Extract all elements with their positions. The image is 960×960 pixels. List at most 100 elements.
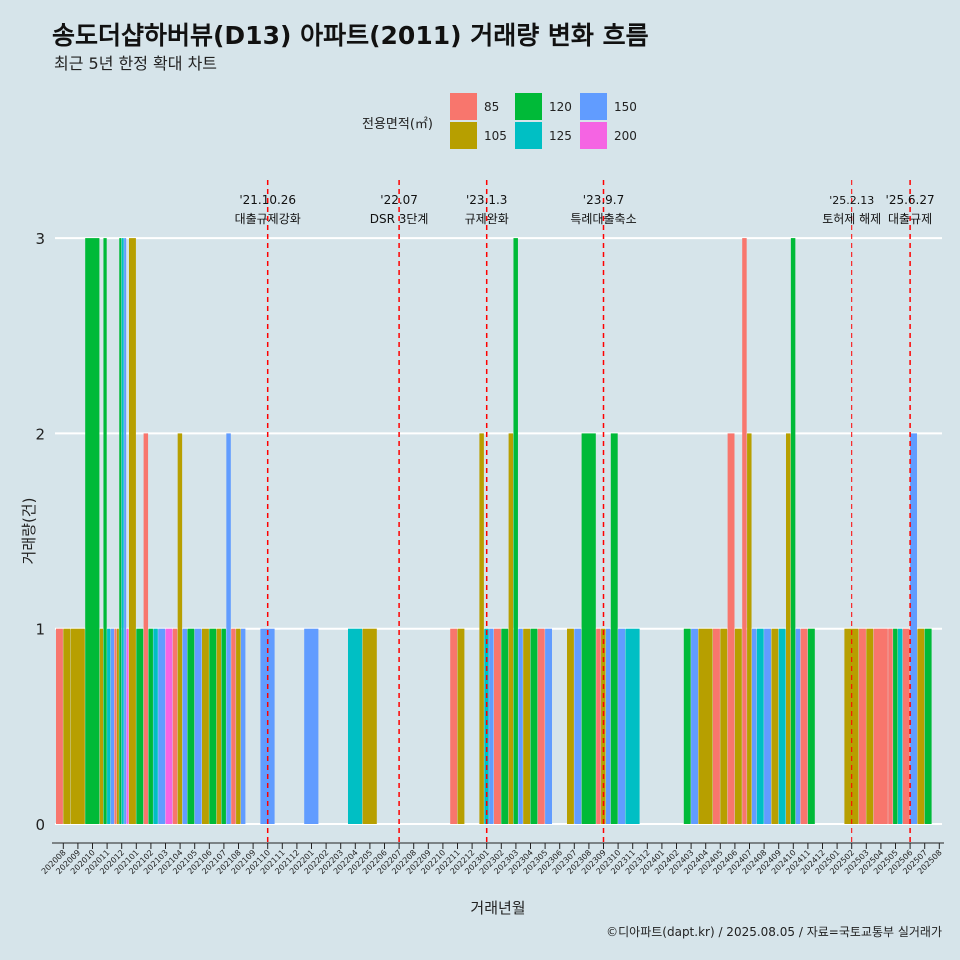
bar-202407-85 bbox=[742, 238, 747, 825]
bar-202101-105 bbox=[129, 238, 136, 825]
bar-202507-105 bbox=[917, 628, 925, 824]
bar-202506-150 bbox=[910, 433, 917, 824]
bar-202309-150 bbox=[605, 628, 611, 824]
bar-202211-105 bbox=[457, 628, 465, 824]
legend-label-120: 120 bbox=[549, 100, 572, 114]
bar-202405-105 bbox=[720, 628, 728, 824]
bar-202103-150 bbox=[158, 628, 166, 824]
legend-label-85: 85 bbox=[484, 100, 499, 114]
annotation-label: 대출규제강화 bbox=[235, 212, 301, 226]
bar-202205-105 bbox=[362, 628, 377, 824]
bar-202303-120 bbox=[513, 238, 518, 825]
annotations: '21.10.26 대출규제강화 '22.07 DSR 3단계 '23.1.3 규제완화 '… bbox=[235, 180, 935, 843]
legend-label-150: 150 bbox=[614, 100, 637, 114]
bar-202011-125 bbox=[107, 628, 111, 824]
bar-202309-105 bbox=[601, 628, 606, 824]
bar-202301-125 bbox=[484, 628, 489, 824]
legend-label-200: 200 bbox=[614, 129, 637, 143]
bar-202506-85 bbox=[902, 628, 910, 824]
bar-202305-85 bbox=[537, 628, 545, 824]
bar-202008-105 bbox=[63, 628, 71, 824]
legend: 전용면적(㎡) 85 105 120 125 150 200 bbox=[362, 93, 637, 149]
bar-202303-150 bbox=[518, 628, 523, 824]
legend-label-125: 125 bbox=[549, 129, 572, 143]
x-axis: 2020082020092020102020112020122021012021… bbox=[40, 842, 944, 876]
bars bbox=[56, 238, 932, 825]
bar-202411-85 bbox=[800, 628, 808, 824]
bar-202108-150 bbox=[240, 628, 246, 824]
bar-202403-150 bbox=[691, 628, 698, 824]
annotation-date: '21.10.26 bbox=[239, 193, 296, 207]
bar-202104-85 bbox=[172, 628, 178, 824]
bar-202404-105 bbox=[698, 628, 713, 824]
legend-key-125 bbox=[515, 122, 542, 149]
bar-202504-85 bbox=[873, 628, 888, 824]
bar-202503-85 bbox=[859, 628, 866, 824]
bar-202102-125 bbox=[153, 628, 158, 824]
y-axis-title: 거래량(건) bbox=[20, 498, 38, 565]
legend-key-200 bbox=[580, 122, 607, 149]
bar-202012-150 bbox=[124, 238, 127, 825]
chart-subtitle: 최근 5년 한정 확대 차트 bbox=[54, 54, 217, 73]
bar-202307-105 bbox=[567, 628, 574, 824]
y-tick-label: 3 bbox=[35, 230, 45, 248]
bar-202105-150 bbox=[194, 628, 202, 824]
bar-202012-200 bbox=[126, 628, 129, 824]
legend-key-150 bbox=[580, 93, 607, 120]
bar-202409-105 bbox=[771, 628, 779, 824]
bar-202311-125 bbox=[625, 628, 640, 824]
x-axis-title: 거래년월 bbox=[470, 899, 525, 917]
bar-202305-150 bbox=[545, 628, 552, 824]
bar-202106-120 bbox=[209, 628, 217, 824]
bar-202408-150 bbox=[764, 628, 771, 824]
bar-202106-105 bbox=[202, 628, 209, 824]
bar-202505-120 bbox=[893, 628, 898, 824]
bar-202010-120 bbox=[85, 238, 100, 825]
bar-202102-85 bbox=[143, 433, 149, 824]
legend-key-85 bbox=[450, 93, 477, 120]
annotation-label: 특례대출축소 bbox=[570, 212, 636, 226]
bar-202008-85 bbox=[56, 628, 63, 824]
bar-202505-125 bbox=[897, 628, 903, 824]
bar-202012-105 bbox=[116, 628, 119, 824]
annotation-date: '25.2.13 bbox=[829, 194, 874, 207]
bar-202410-150 bbox=[795, 628, 801, 824]
bar-202502-105 bbox=[844, 628, 859, 824]
annotation-label: 대출규제 bbox=[888, 212, 932, 226]
bar-202405-85 bbox=[713, 628, 720, 824]
bar-202201-150 bbox=[304, 628, 319, 824]
bar-202011-150 bbox=[110, 628, 114, 824]
bar-202302-120 bbox=[501, 628, 509, 824]
annotation-label: DSR 3단계 bbox=[370, 212, 429, 226]
bar-202108-85 bbox=[231, 628, 236, 824]
legend-key-120 bbox=[515, 93, 542, 120]
bar-202102-120 bbox=[148, 628, 153, 824]
y-tick-label: 2 bbox=[35, 425, 45, 443]
bar-202406-105 bbox=[734, 628, 742, 824]
bar-202012-85 bbox=[114, 628, 117, 824]
bar-202408-125 bbox=[756, 628, 764, 824]
y-tick-label: 1 bbox=[35, 621, 45, 639]
bar-202410-105 bbox=[786, 433, 791, 824]
bar-202403-120 bbox=[683, 628, 691, 824]
legend-label-105: 105 bbox=[484, 129, 507, 143]
bar-202104-150 bbox=[182, 628, 187, 824]
bar-202309-85 bbox=[596, 628, 601, 824]
bar-202310-150 bbox=[618, 628, 625, 824]
bar-202302-85 bbox=[494, 628, 501, 824]
annotation-date: '25.6.27 bbox=[886, 193, 935, 207]
legend-title: 전용면적(㎡) bbox=[362, 117, 433, 132]
bar-202204-125 bbox=[348, 628, 363, 824]
bar-202012-125 bbox=[121, 238, 124, 825]
bar-202107-105 bbox=[216, 628, 222, 824]
annotation-label: 토허제 해제 bbox=[822, 212, 881, 226]
bar-202104-105 bbox=[177, 433, 183, 824]
bar-202012-120 bbox=[119, 238, 122, 825]
bar-202301-150 bbox=[489, 628, 494, 824]
annotation-label: 규제완화 bbox=[465, 212, 509, 226]
bar-202101-120 bbox=[136, 628, 144, 824]
y-tick-label: 0 bbox=[35, 816, 45, 834]
annotation-date: '23.1.3 bbox=[466, 193, 507, 207]
bar-202407-150 bbox=[751, 628, 757, 824]
